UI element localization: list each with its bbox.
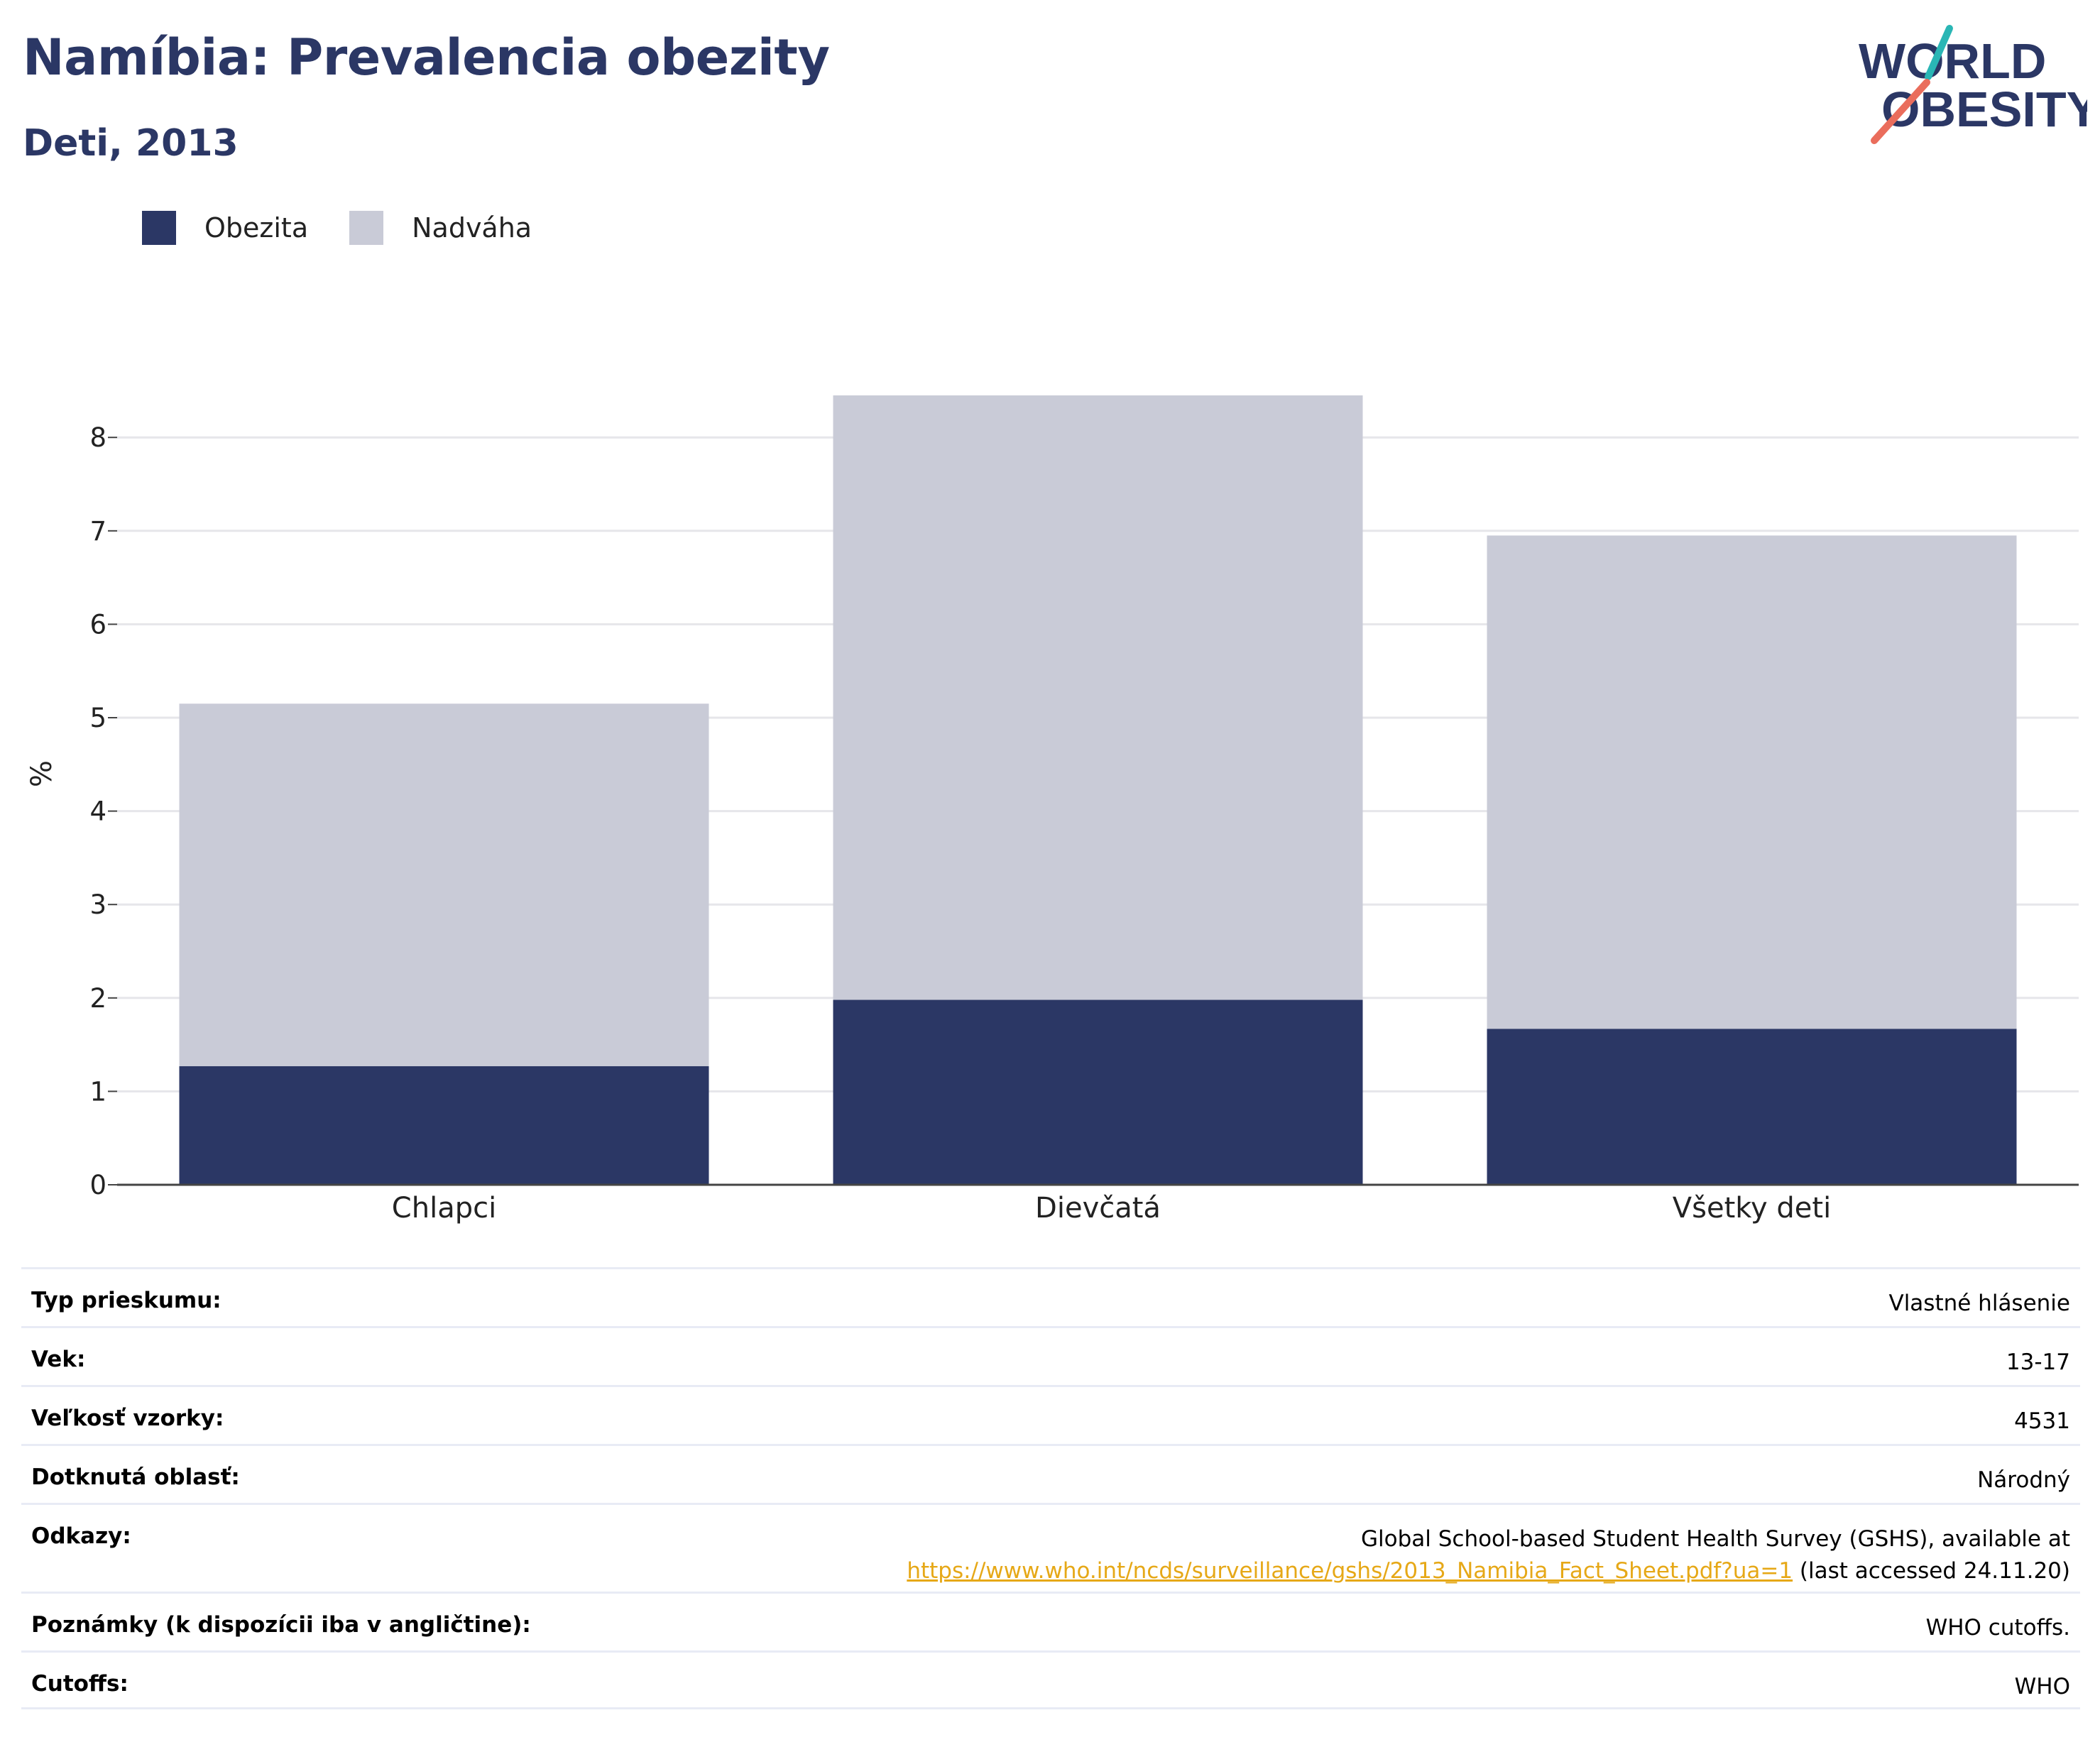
info-label-notes: Poznámky (k dispozícii iba v angličtine)… [31, 1612, 531, 1638]
bar-chart: 0 1 2 3 4 5 6 7 8% Chlapci Dievčatá Všetky deti [26, 395, 2079, 1225]
survey-info-table: Typ prieskumu: Vlastné hlásenie Vek: 13-… [21, 1267, 2080, 1709]
x-tick-label: Dievčatá [1035, 1192, 1161, 1225]
world-obesity-logo: WORLD OBESITY [1859, 25, 2087, 144]
legend-label-nadvaha: Nadváha [412, 212, 532, 243]
y-tick-label: 5 [89, 703, 106, 733]
info-row-survey-type: Typ prieskumu: Vlastné hlásenie [21, 1267, 2080, 1326]
info-row-age: Vek: 13-17 [21, 1326, 2080, 1385]
bar-obezita [833, 1000, 1363, 1185]
legend-swatch-nadvaha [349, 211, 384, 245]
y-tick-label: 2 [89, 983, 106, 1014]
info-value-notes: WHO cutoffs. [1925, 1615, 2070, 1641]
legend-swatch-obezita [142, 211, 176, 245]
y-tick-label: 0 [89, 1170, 106, 1200]
info-value-cutoffs: WHO [2014, 1674, 2070, 1699]
y-tick-label: 8 [89, 422, 106, 453]
y-tick-label: 6 [89, 609, 106, 640]
info-row-area: Dotknutá oblasť: Národný [21, 1444, 2080, 1503]
x-tick-label: Chlapci [392, 1192, 496, 1225]
info-label-cutoffs: Cutoffs: [31, 1671, 128, 1697]
logo-slash-coral [1871, 79, 1930, 144]
info-value-survey-type: Vlastné hlásenie [1888, 1291, 2070, 1316]
reference-text: Global School-based Student Health Surve… [1360, 1526, 2070, 1552]
info-row-cutoffs: Cutoffs: WHO [21, 1650, 2080, 1709]
logo-slash-teal [1925, 25, 1953, 80]
y-tick-label: 1 [89, 1076, 106, 1107]
info-label-survey-type: Typ prieskumu: [31, 1288, 222, 1313]
info-value-age: 13-17 [2006, 1349, 2070, 1375]
bar-obezita [179, 1066, 709, 1185]
info-value-area: Národný [1977, 1467, 2070, 1493]
info-value-references: Global School-based Student Health Surve… [907, 1523, 2070, 1587]
reference-accessed: (last accessed 24.11.20) [1793, 1558, 2070, 1584]
info-label-age: Vek: [31, 1347, 86, 1372]
info-label-references: Odkazy: [31, 1523, 131, 1549]
y-tick-label: 4 [89, 796, 106, 827]
bar-nadvaha [179, 703, 709, 1066]
chart-subtitle: Deti, 2013 [23, 122, 239, 165]
info-label-sample-size: Veľkosť vzorky: [31, 1406, 224, 1431]
logo-text-world: WORLD [1859, 33, 2046, 89]
info-row-sample-size: Veľkosť vzorky: 4531 [21, 1385, 2080, 1444]
bar-obezita [1487, 1029, 2017, 1185]
y-axis-label: % [26, 760, 58, 787]
legend-label-obezita: Obezita [204, 212, 309, 243]
x-tick-label: Všetky deti [1673, 1192, 1831, 1225]
y-tick-label: 7 [89, 516, 106, 547]
bar-nadvaha [1487, 535, 2017, 1029]
info-value-sample-size: 4531 [2014, 1408, 2070, 1434]
legend-item-obezita[interactable]: Obezita [142, 211, 308, 245]
bar-nadvaha [833, 395, 1363, 1000]
reference-link[interactable]: https://www.who.int/ncds/surveillance/gs… [907, 1558, 1793, 1584]
info-label-area: Dotknutá oblasť: [31, 1464, 240, 1490]
chart-legend: Obezita Nadváha [142, 211, 573, 245]
chart-title: Namíbia: Prevalencia obezity [23, 28, 830, 87]
info-row-references: Odkazy: Global School-based Student Heal… [21, 1503, 2080, 1592]
info-row-notes: Poznámky (k dispozícii iba v angličtine)… [21, 1592, 2080, 1650]
y-tick-label: 3 [89, 889, 106, 920]
legend-item-nadvaha[interactable]: Nadváha [349, 211, 532, 245]
